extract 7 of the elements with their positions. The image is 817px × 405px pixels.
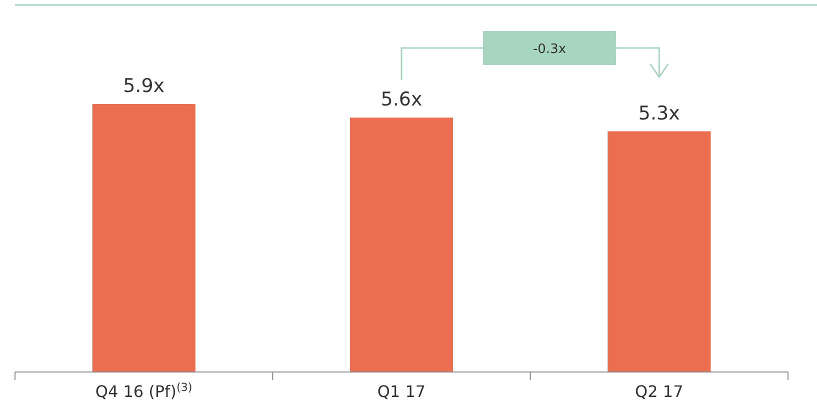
data-label: 5.9x xyxy=(123,75,165,97)
text: -0.3x xyxy=(532,42,566,57)
x-tick-label: Q2 17 xyxy=(635,382,684,401)
x-tick-label: Q1 17 xyxy=(377,382,426,401)
data-label: 5.6x xyxy=(380,88,422,111)
x-tick-label: Q4 16 (Pf)$^{(3)}$ xyxy=(95,380,192,401)
data-label: 5.3x xyxy=(638,102,680,124)
